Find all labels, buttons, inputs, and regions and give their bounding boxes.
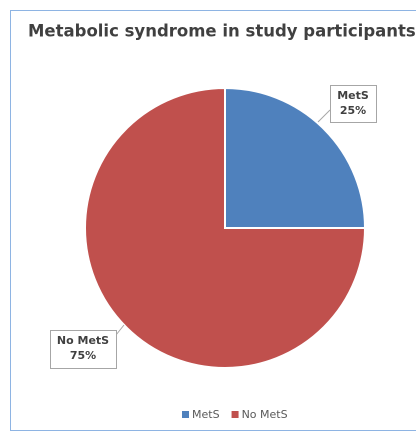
label-value: 25% [340, 104, 366, 117]
legend-swatch [182, 411, 189, 418]
label-value: 75% [70, 349, 96, 362]
legend-swatch [231, 411, 239, 418]
pie-slice [84, 86, 367, 369]
chart-title: Metabolic syndrome in study participants [28, 22, 416, 41]
legend-label: MetS [192, 408, 220, 421]
pie-slice [224, 86, 367, 229]
data-labels: MetS 25% No MetS 75% [50, 85, 377, 369]
legend: MetS No MetS [182, 408, 288, 421]
leader-line [115, 324, 125, 336]
label-box [50, 330, 117, 369]
label-box [330, 85, 377, 123]
leader-line [317, 109, 331, 123]
legend-label: No MetS [242, 408, 288, 421]
label-category: No MetS [57, 334, 109, 347]
pie [84, 86, 367, 369]
label-category: MetS [337, 89, 369, 102]
